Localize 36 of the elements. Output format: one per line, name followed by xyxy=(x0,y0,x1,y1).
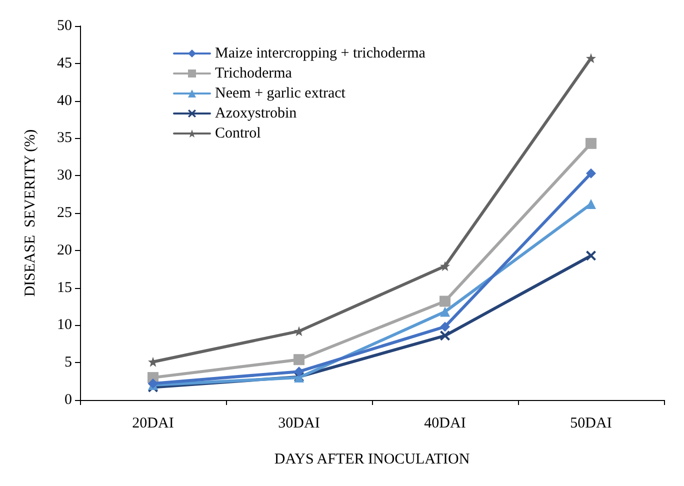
legend-label: Trichoderma xyxy=(215,66,292,82)
legend-label: Maize intercropping + trichoderma xyxy=(215,46,426,62)
y-tick-label: 10 xyxy=(57,317,72,334)
point xyxy=(586,138,596,149)
point xyxy=(294,366,304,377)
x-tick-label: 20DAI xyxy=(132,416,174,432)
x-tick-label: 50DAI xyxy=(570,416,612,432)
y-tick-label: 50 xyxy=(57,18,72,34)
legend-label: Control xyxy=(215,126,261,142)
y-tick-label: 25 xyxy=(57,205,72,221)
y-tick-label: 45 xyxy=(57,55,72,72)
point xyxy=(148,356,158,367)
y-tick-label: 0 xyxy=(64,392,72,408)
legend-label: Neem + garlic extract xyxy=(215,86,346,102)
point xyxy=(586,53,596,64)
point xyxy=(586,250,596,261)
point xyxy=(294,354,304,366)
y-tick-label: 20 xyxy=(57,242,72,258)
legend-label: Azoxystrobin xyxy=(215,106,298,122)
x-tick-label: 30DAI xyxy=(278,416,320,432)
point xyxy=(440,330,450,341)
point xyxy=(586,199,596,210)
point xyxy=(294,326,304,336)
x-tick-label: 40DAI xyxy=(424,416,466,432)
y-tick-label: 40 xyxy=(57,92,72,109)
point xyxy=(440,261,450,272)
y-axis-title: DISEASE SEVERITY (%) xyxy=(22,129,38,297)
y-tick-label: 35 xyxy=(57,130,72,146)
y-tick-label: 15 xyxy=(57,280,72,296)
y-tick-label: 5 xyxy=(64,354,72,371)
point xyxy=(440,296,450,307)
point xyxy=(586,168,596,178)
y-tick-label: 30 xyxy=(57,168,72,184)
point xyxy=(440,322,450,332)
point xyxy=(440,306,450,317)
x-axis-title: DAYS AFTER INOCULATION xyxy=(274,452,470,468)
